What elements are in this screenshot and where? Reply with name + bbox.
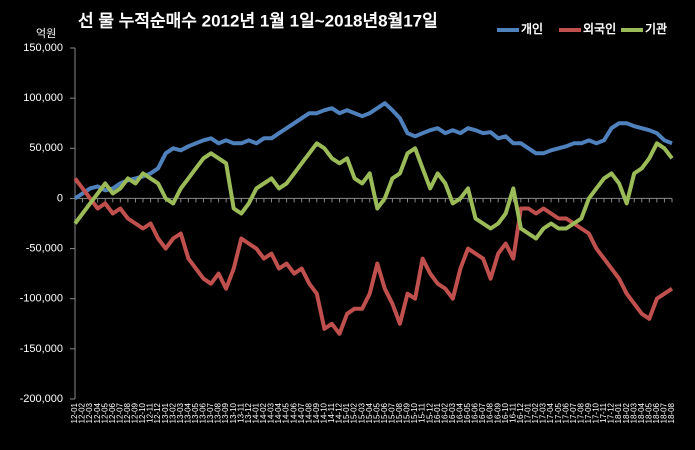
x-tick-label: 14-08 — [304, 402, 313, 423]
y-tick-label: -100,000 — [20, 293, 63, 305]
x-tick-label: 12-08 — [123, 402, 132, 423]
y-tick-label: -200,000 — [20, 393, 63, 405]
x-tick-label: 13-03 — [176, 402, 185, 423]
series-line — [73, 101, 673, 201]
x-tick-label: 14-10 — [319, 402, 328, 423]
x-tick-label: 16-04 — [456, 402, 465, 423]
x-tick-label: 15-01 — [342, 402, 351, 423]
legend-label: 외국인 — [583, 21, 616, 36]
x-tick-label: 12-02 — [78, 402, 87, 423]
x-tick-label: 12-04 — [93, 402, 102, 423]
x-tick-label: 18-05 — [644, 402, 653, 423]
x-tick-label: 16-09 — [493, 402, 502, 423]
x-tick-label: 15-04 — [365, 402, 374, 423]
x-tick-label: 17-05 — [554, 402, 563, 423]
x-tick-label: 17-03 — [539, 402, 548, 423]
x-tick-label: 14-04 — [274, 402, 283, 423]
x-tick-label: 15-08 — [395, 402, 404, 423]
x-tick-label: 18-06 — [652, 402, 661, 423]
x-tick-label: 17-08 — [576, 402, 585, 423]
x-tick-label: 14-03 — [267, 402, 276, 423]
x-tick-label: 18-04 — [637, 402, 646, 423]
x-tick-label: 17-09 — [584, 402, 593, 423]
x-tick-label: 16-12 — [516, 402, 525, 423]
x-tick-label: 14-11 — [327, 402, 336, 422]
x-tick-label: 13-02 — [168, 402, 177, 423]
x-tick-label: 14-05 — [282, 402, 291, 423]
x-tick-label: 15-09 — [403, 402, 412, 423]
x-tick-label: 15-02 — [350, 402, 359, 423]
x-tick-label: 15-10 — [410, 402, 419, 423]
x-tick-label: 15-06 — [380, 402, 389, 423]
series-line — [73, 141, 674, 241]
x-tick-label: 16-02 — [440, 402, 449, 423]
x-tick-label: 13-06 — [199, 402, 208, 423]
x-tick-label: 16-05 — [463, 402, 472, 423]
x-tick-label: 16-01 — [433, 402, 442, 423]
x-tick-label: 17-12 — [607, 402, 616, 423]
y-axis-label: 억원 — [36, 27, 56, 40]
x-tick-label: 16-07 — [478, 402, 487, 423]
legend-label: 개인 — [521, 21, 543, 36]
x-tick-label: 15-07 — [388, 402, 397, 423]
y-tick-label: 150,000 — [23, 42, 63, 54]
x-tick-label: 17-07 — [569, 402, 578, 423]
x-tick-label: 18-01 — [614, 402, 623, 423]
x-tick-label: 13-04 — [183, 402, 192, 423]
x-tick-label: 12-11 — [146, 402, 155, 422]
x-tick-label: 14-01 — [251, 402, 260, 423]
x-tick-label: 17-06 — [561, 402, 570, 423]
y-tick-label: -150,000 — [20, 343, 63, 355]
y-tick-label: -50,000 — [26, 242, 63, 254]
x-tick-label: 17-04 — [546, 402, 555, 423]
y-tick-label: 50,000 — [29, 142, 63, 154]
x-tick-label: 13-08 — [214, 402, 223, 423]
x-tick-label: 16-06 — [471, 402, 480, 423]
y-tick-label: 0 — [57, 192, 63, 204]
x-tick-label: 15-11 — [418, 402, 427, 422]
x-tick-label: 14-07 — [297, 402, 306, 423]
x-tick-label: 13-01 — [161, 402, 170, 423]
x-tick-label: 17-11 — [599, 402, 608, 422]
x-tick-label: 13-09 — [221, 402, 230, 423]
x-tick-label: 18-03 — [629, 402, 638, 423]
x-tick-label: 12-10 — [138, 402, 147, 423]
legend-label: 기관 — [645, 21, 667, 36]
x-tick-label: 12-07 — [115, 402, 124, 423]
x-tick-label: 17-01 — [524, 402, 533, 423]
x-tick-label: 18-07 — [660, 402, 669, 423]
x-tick-label: 16-10 — [501, 402, 510, 423]
x-tick-label: 16-08 — [486, 402, 495, 423]
x-tick-label: 12-01 — [70, 402, 79, 423]
x-tick-label: 16-11 — [508, 402, 517, 422]
series-line — [73, 177, 674, 336]
x-tick-label: 13-10 — [229, 402, 238, 423]
x-tick-label: 18-02 — [622, 402, 631, 423]
x-tick-label: 17-02 — [531, 402, 540, 423]
x-tick-label: 13-12 — [244, 402, 253, 423]
x-tick-label: 17-10 — [592, 402, 601, 423]
x-tick-label: 15-03 — [357, 402, 366, 423]
x-tick-label: 14-02 — [259, 402, 268, 423]
x-tick-label: 12-12 — [153, 402, 162, 423]
x-tick-label: 14-06 — [289, 402, 298, 423]
x-tick-label: 14-12 — [335, 402, 344, 423]
chart-title: 선 물 누적순매수 2012년 1월 1일~2018년8월17일 — [78, 11, 438, 30]
x-tick-label: 12-03 — [85, 402, 94, 423]
x-tick-label: 18-08 — [667, 402, 676, 423]
x-tick-label: 13-05 — [191, 402, 200, 423]
x-tick-label: 16-03 — [448, 402, 457, 423]
x-tick-label: 15-05 — [372, 402, 381, 423]
x-tick-label: 15-12 — [425, 402, 434, 423]
x-tick-label: 12-05 — [100, 402, 109, 423]
y-tick-label: 100,000 — [23, 92, 63, 104]
x-tick-label: 14-09 — [312, 402, 321, 423]
x-tick-label: 12-09 — [131, 402, 140, 423]
x-tick-label: 13-07 — [206, 402, 215, 423]
x-tick-label: 12-06 — [108, 402, 117, 423]
x-tick-label: 13-11 — [236, 402, 245, 422]
